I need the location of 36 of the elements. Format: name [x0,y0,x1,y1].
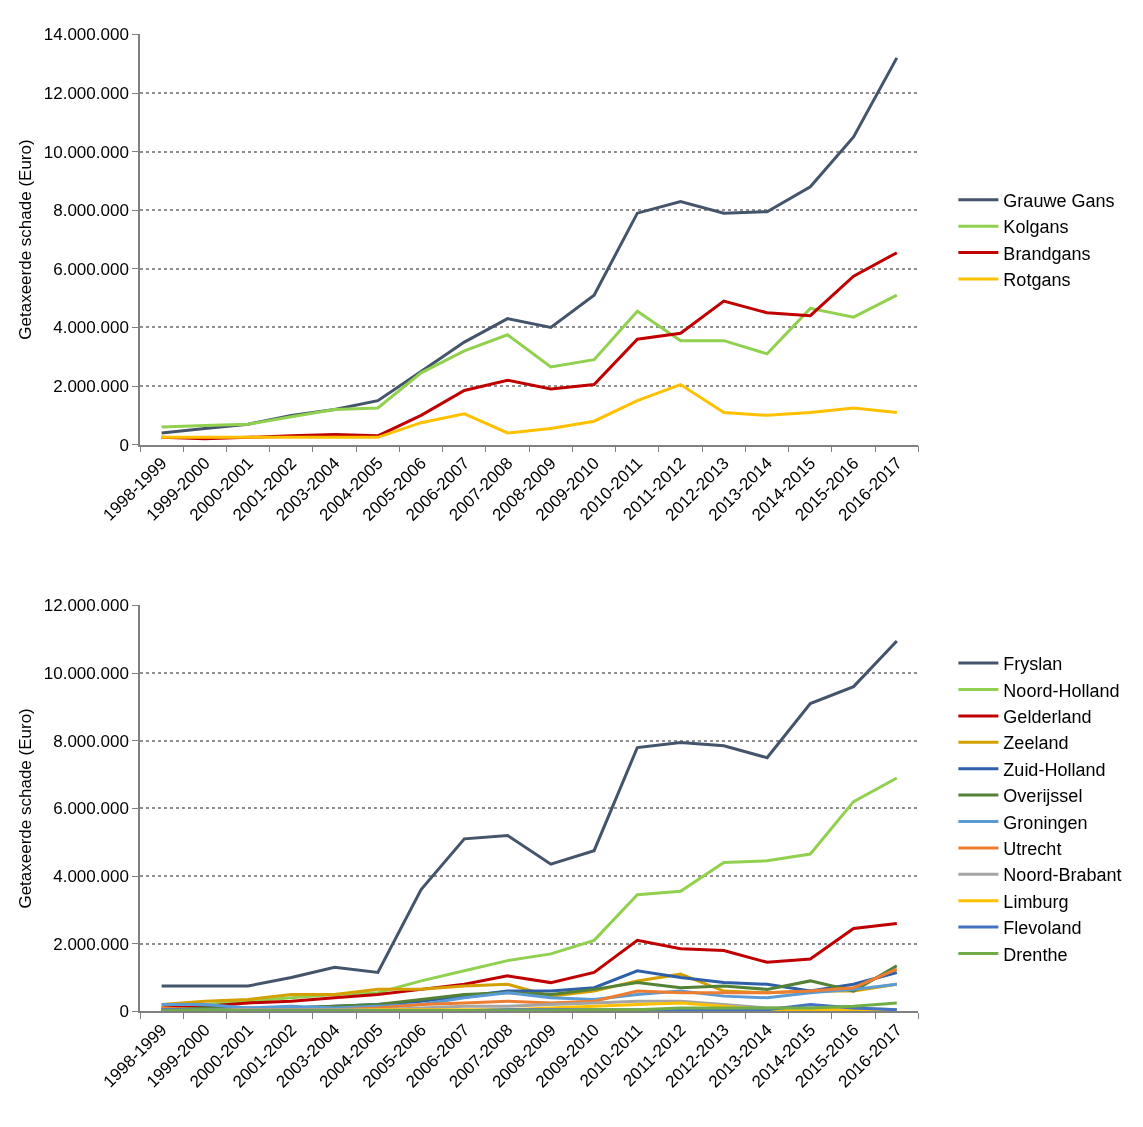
y-tick-label: 12.000.000 [43,596,129,616]
legend-label: Overijssel [1003,786,1083,807]
y-tick-label: 0 [119,435,129,455]
y-tick-label: 10.000.000 [43,664,129,684]
line-series [160,383,899,439]
y-tick-label: 8.000.000 [53,731,129,751]
y-tick-label: 10.000.000 [43,142,129,162]
y-tick-label: 6.000.000 [53,259,129,279]
legend-label: Drenthe [1003,944,1068,965]
y-tick-label: 0 [119,1002,129,1022]
line-series [160,293,899,429]
line-series [160,639,899,988]
legend-label: Flevoland [1003,918,1082,939]
y-tick-label: 2.000.000 [53,934,129,954]
y-tick-label: 8.000.000 [53,201,129,221]
y-tick-label: 2.000.000 [53,377,129,396]
legend-label: Zeeland [1003,733,1069,754]
legend-label: Rotgans [1003,269,1071,290]
y-axis-title: Getaxeerde schade (Euro) [15,708,35,909]
legend-label: Kolgans [1003,217,1069,238]
y-tick-label: 4.000.000 [53,867,129,887]
y-axis-title: Getaxeerde schade (Euro) [15,139,35,340]
legend-label: Zuid-Holland [1003,759,1106,780]
y-tick-label: 12.000.000 [43,83,129,103]
legend-label: Grauwe Gans [1003,190,1115,211]
legend-label: Gelderland [1003,706,1092,727]
legend-label: Utrecht [1003,838,1062,859]
legend-label: Groningen [1003,812,1088,833]
y-tick-label: 4.000.000 [53,318,129,338]
legend-label: Noord-Brabant [1003,865,1122,886]
y-tick-label: 6.000.000 [53,799,129,819]
legend-label: Brandgans [1003,243,1091,264]
legend-label: Noord-Holland [1003,680,1120,701]
legend-label: Fryslan [1003,654,1063,675]
legend-label: Limburg [1003,891,1069,912]
y-tick-label: 14.000.000 [43,25,129,45]
